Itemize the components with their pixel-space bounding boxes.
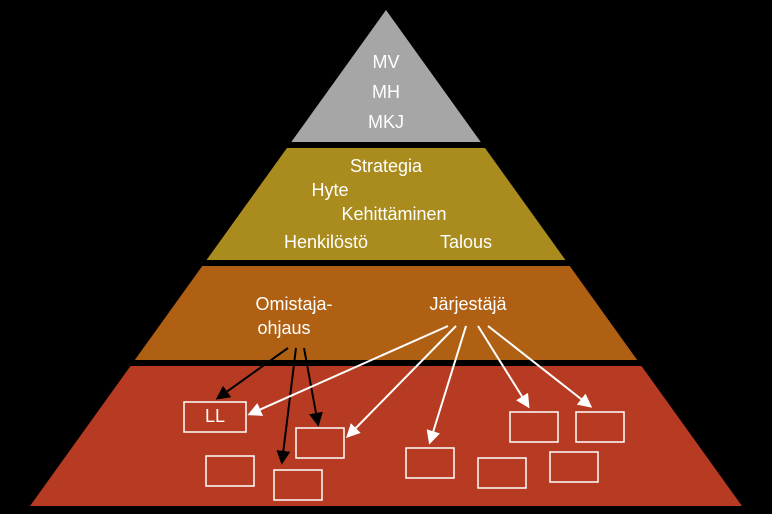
tier-base [30, 366, 742, 506]
label-henkilosto: Henkilöstö [284, 232, 368, 252]
pyramid-diagram: MV MH MKJ StrategiaHyte Kehittäminen Henkilös… [0, 0, 772, 514]
label-mv: MV [373, 52, 400, 72]
label-omistaja2: ohjaus [257, 318, 310, 338]
label-mkj: MKJ [368, 112, 404, 132]
label-hyte: Hyte [311, 180, 348, 200]
label-mh: MH [372, 82, 400, 102]
label-jarjestaja: Järjestäjä [429, 294, 507, 314]
tier-lower_mid [135, 266, 637, 360]
label-talous: Talous [440, 232, 492, 252]
label-strategia: Strategia [350, 156, 423, 176]
label-ll: LL [205, 406, 225, 426]
label-omistaja1: Omistaja- [255, 294, 332, 314]
label-kehittaminen: Kehittäminen [341, 204, 446, 224]
